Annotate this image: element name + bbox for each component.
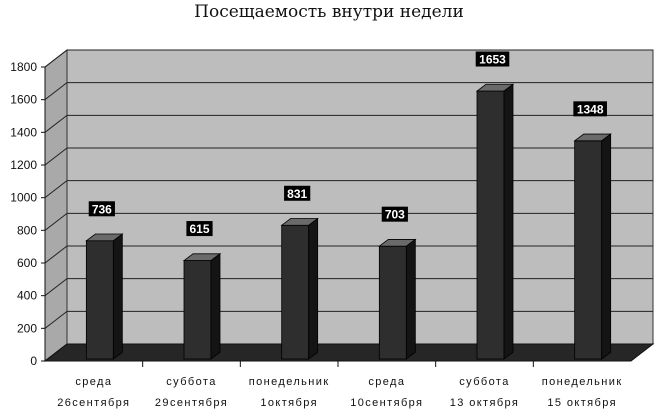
gridlines — [44, 49, 653, 362]
data-label-box — [186, 221, 213, 237]
y-tick-label: 1000 — [10, 191, 37, 205]
gridline-side — [44, 49, 68, 68]
y-tick-label: 1600 — [10, 93, 37, 107]
x-tick-label: 1октября — [260, 397, 318, 409]
x-tick-label: суббота — [459, 376, 509, 388]
data-label-box — [284, 185, 311, 201]
bar-front — [281, 224, 310, 360]
bar-side — [210, 253, 221, 360]
bars — [85, 83, 612, 360]
y-tick-label: 200 — [17, 321, 37, 335]
x-tick-label: понедельник — [249, 376, 330, 388]
gridline-side — [44, 114, 68, 133]
plot-wall — [44, 48, 654, 363]
y-tick-label: 1400 — [10, 125, 37, 139]
bar — [573, 133, 612, 360]
data-labels: 736 615 831 703 1653 1348 — [88, 51, 607, 237]
gridline-side — [44, 82, 68, 101]
data-label-text: 736 — [92, 202, 112, 216]
x-tick-label: 13 октября — [450, 397, 520, 409]
data-label-text: 831 — [287, 187, 307, 201]
bar-side — [601, 133, 612, 360]
gridline-side — [44, 147, 68, 166]
y-tick-label: 400 — [17, 289, 37, 303]
data-label: 703 — [381, 206, 408, 222]
y-tick-label: 1200 — [10, 158, 37, 172]
bar — [85, 233, 124, 360]
data-label-box — [88, 201, 115, 217]
y-tick-label: 800 — [17, 223, 37, 237]
bar-front — [85, 240, 114, 360]
x-tick-label: среда — [75, 376, 112, 388]
plot-floor — [43, 343, 655, 362]
x-tick-label: 15 октября — [547, 397, 617, 409]
data-label: 1653 — [475, 51, 510, 67]
gridline-side — [44, 278, 68, 297]
x-tick-label: понедельник — [542, 376, 623, 388]
x-tick-label: среда — [368, 376, 405, 388]
bar-side — [112, 233, 123, 360]
data-label: 831 — [284, 185, 311, 201]
bar-side — [405, 238, 416, 360]
data-label-box — [573, 101, 607, 117]
x-axis-ticks: среда 26сентября суббота 29сентября понедель… — [57, 361, 623, 409]
data-label: 615 — [186, 221, 213, 237]
data-label: 1348 — [573, 101, 607, 117]
floor — [43, 343, 655, 362]
gridline-side — [44, 310, 68, 329]
bar-front — [574, 140, 603, 360]
x-tick-label: 26сентября — [57, 397, 130, 409]
bar — [182, 253, 222, 360]
gridline-side — [44, 180, 68, 199]
data-label-text: 703 — [385, 208, 405, 222]
data-label-text: 615 — [189, 222, 209, 236]
data-label: 736 — [88, 201, 115, 217]
bar-front — [476, 90, 505, 360]
chart-title: Посещаемость внутри недели — [194, 2, 464, 22]
data-label-box — [475, 51, 510, 67]
bar-side — [503, 83, 514, 360]
bar — [475, 83, 515, 360]
data-label-text: 1348 — [577, 102, 604, 116]
y-tick-label: 1800 — [10, 60, 37, 74]
y-tick-label: 600 — [17, 256, 37, 270]
back-wall — [66, 49, 654, 345]
gridline-side — [44, 212, 68, 231]
bar-front — [183, 260, 212, 360]
data-label-text: 1653 — [479, 53, 506, 67]
y-axis-ticks: 0 200 400 600 800 1000 1200 1400 1600 1800 — [10, 60, 45, 368]
bar — [378, 238, 417, 360]
x-tick-label: суббота — [166, 376, 216, 388]
bar — [280, 217, 319, 360]
gridline-side — [44, 245, 68, 264]
x-tick-label: 29сентября — [155, 397, 228, 409]
data-label-box — [381, 206, 408, 222]
x-tick-label: 10сентября — [350, 397, 423, 409]
bar-front — [378, 245, 407, 360]
y-tick-label: 0 — [30, 354, 37, 368]
bar-side — [308, 217, 319, 360]
